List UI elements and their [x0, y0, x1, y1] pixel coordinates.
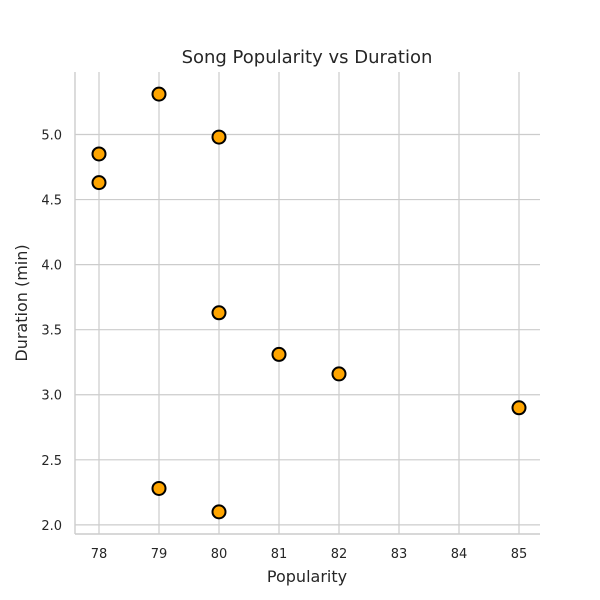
data-points	[91, 86, 527, 520]
y-axis-title: Duration (min)	[12, 244, 31, 361]
scatter-point	[331, 366, 347, 382]
chart-title: Song Popularity vs Duration	[182, 47, 433, 68]
x-gridlines	[98, 72, 520, 534]
scatter-point	[511, 400, 527, 416]
scatter-point	[271, 346, 287, 362]
y-tick-label: 2.0	[41, 519, 62, 534]
y-tick-labels: 2.0 2.5 3.0 3.5 4.0 4.5 5.0	[41, 128, 62, 533]
x-tick-label: 78	[91, 547, 108, 562]
x-tick-label: 79	[151, 547, 168, 562]
x-tick-label: 84	[451, 547, 468, 562]
x-tick-label: 83	[391, 547, 408, 562]
scatter-point	[211, 504, 227, 520]
y-tick-label: 4.0	[41, 259, 62, 274]
x-tick-labels: 78 79 80 81 82 83 84 85	[91, 547, 528, 562]
x-tick-label: 85	[511, 547, 528, 562]
y-tick-label: 2.5	[41, 454, 62, 469]
y-tick-label: 5.0	[41, 128, 62, 143]
y-tick-label: 4.5	[41, 194, 62, 209]
y-tick-label: 3.0	[41, 389, 62, 404]
x-axis-title: Popularity	[267, 567, 347, 586]
scatter-point	[151, 86, 167, 102]
scatter-point	[151, 480, 167, 496]
x-tick-label: 82	[331, 547, 348, 562]
scatter-point	[91, 175, 107, 191]
x-tick-label: 81	[271, 547, 288, 562]
y-gridlines	[75, 133, 540, 526]
x-tick-label: 80	[211, 547, 228, 562]
y-tick-label: 3.5	[41, 324, 62, 339]
scatter-point	[211, 129, 227, 145]
scatter-point	[211, 305, 227, 321]
scatter-point	[91, 146, 107, 162]
